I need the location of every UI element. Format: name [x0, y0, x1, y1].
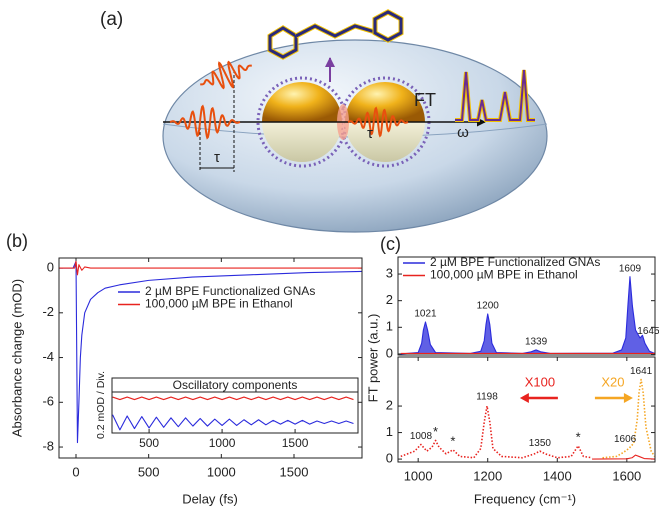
- x-tick-label: 500: [138, 464, 160, 479]
- series-line: [592, 454, 655, 460]
- wavepacket: [169, 104, 241, 140]
- y-tick-label: 2: [386, 397, 393, 412]
- plot-area: [400, 378, 655, 460]
- annotation: 1606: [614, 434, 637, 445]
- chart: Oscillatory components 500 1000 1500 0.2 mOD…: [95, 371, 359, 450]
- series-line: [400, 405, 593, 459]
- series-line: [59, 260, 362, 276]
- molecule: [267, 9, 404, 60]
- annotation: *: [450, 433, 455, 448]
- annotation: *: [433, 424, 438, 439]
- y-axis-label: FT power (a.u.): [365, 314, 380, 403]
- gold-sphere: [345, 82, 425, 122]
- chart: 0 500 1000 1500 0 -2 -4 -6 -8 2 µM BPE Functional…: [6, 231, 363, 506]
- arrow-head: [519, 392, 529, 403]
- axes-frame: [397, 256, 656, 356]
- tau-label: τ: [214, 149, 220, 166]
- y-tick-label: 0: [47, 260, 54, 275]
- series-line: [59, 260, 362, 444]
- tau-label: τ: [367, 125, 373, 142]
- spectrum: [455, 69, 535, 121]
- chart: 0 1 2 3 1021 1200 1339 1609 1645 2 µM BPE Functio…: [365, 234, 659, 403]
- annotation: X100: [525, 374, 555, 389]
- x-tick-label: 1600: [612, 468, 641, 483]
- wavepacket: [347, 106, 409, 138]
- x-tick-label: 1000: [404, 468, 433, 483]
- annotation: 1641: [630, 366, 653, 377]
- gold-sphere: [262, 82, 342, 122]
- gold-sphere: [262, 122, 342, 162]
- series-line: [112, 414, 354, 431]
- axes-frame: [58, 257, 363, 459]
- x-tick-label: 1200: [473, 468, 502, 483]
- annotation: X20: [601, 374, 624, 389]
- y-axis-label: Absorbance change (mOD): [9, 279, 24, 437]
- annotation: 1645: [637, 326, 659, 337]
- plot-area: [112, 396, 354, 431]
- series-line: [112, 396, 354, 401]
- scale-arrow: [519, 392, 558, 403]
- plot-area: [59, 260, 362, 444]
- y-tick-label: 1: [386, 319, 393, 334]
- arrow-head: [623, 392, 633, 403]
- annotation: 1021: [414, 309, 437, 320]
- annotation: 1609: [619, 263, 642, 274]
- series-line: [602, 378, 655, 459]
- inset-title: Oscillatory components: [173, 378, 298, 392]
- annotation: *: [576, 429, 581, 444]
- y-tick-label: -8: [42, 438, 54, 453]
- panel-label: (a): [100, 9, 123, 30]
- legend-label: 100,000 µM BPE in Ethanol: [145, 297, 293, 311]
- y-tick-label: -4: [42, 349, 54, 364]
- y-axis-label: 0.2 mOD / Div.: [95, 371, 107, 439]
- annotation: 1339: [525, 337, 548, 348]
- omega-label: ω: [457, 124, 469, 141]
- x-axis-label: Delay (fs): [182, 491, 238, 506]
- x-axis-label: Frequency (cm⁻¹): [474, 491, 576, 506]
- scale-arrow: [594, 392, 633, 403]
- plot-area: [400, 276, 655, 355]
- y-tick-label: 2: [386, 292, 393, 307]
- x-tick-label: 1500: [280, 464, 309, 479]
- panel-label: (c): [380, 234, 401, 254]
- panel-label: (b): [6, 231, 28, 251]
- axes-frame: [397, 356, 656, 463]
- y-tick-label: 3: [386, 265, 393, 280]
- ft-label: FT: [414, 90, 436, 110]
- annotation: 1198: [476, 391, 498, 402]
- x-tick-label: 500: [139, 436, 159, 450]
- x-tick-label: 1500: [282, 436, 309, 450]
- legend-label: 100,000 µM BPE in Ethanol: [430, 268, 578, 282]
- y-tick-label: 0: [386, 345, 393, 360]
- wavepacket: [200, 60, 252, 90]
- annotation: 1200: [477, 301, 500, 312]
- x-tick-label: 0: [72, 464, 79, 479]
- x-tick-label: 1000: [207, 464, 236, 479]
- annotation: 1008: [410, 431, 433, 442]
- x-tick-label: 1000: [209, 436, 236, 450]
- x-tick-label: 1400: [543, 468, 572, 483]
- area: [400, 276, 655, 354]
- legend-label: 2 µM BPE Functionalized GNAs: [145, 284, 315, 298]
- y-tick-label: -2: [42, 304, 54, 319]
- y-tick-label: -6: [42, 394, 54, 409]
- y-tick-label: 1: [386, 424, 393, 439]
- annotation: 1350: [529, 438, 552, 449]
- y-tick-label: 0: [386, 451, 393, 466]
- gold-sphere: [345, 122, 425, 162]
- legend-label: 2 µM BPE Functionalized GNAs: [430, 255, 600, 269]
- panel-a: (a) FT τ τ ω: [100, 9, 548, 233]
